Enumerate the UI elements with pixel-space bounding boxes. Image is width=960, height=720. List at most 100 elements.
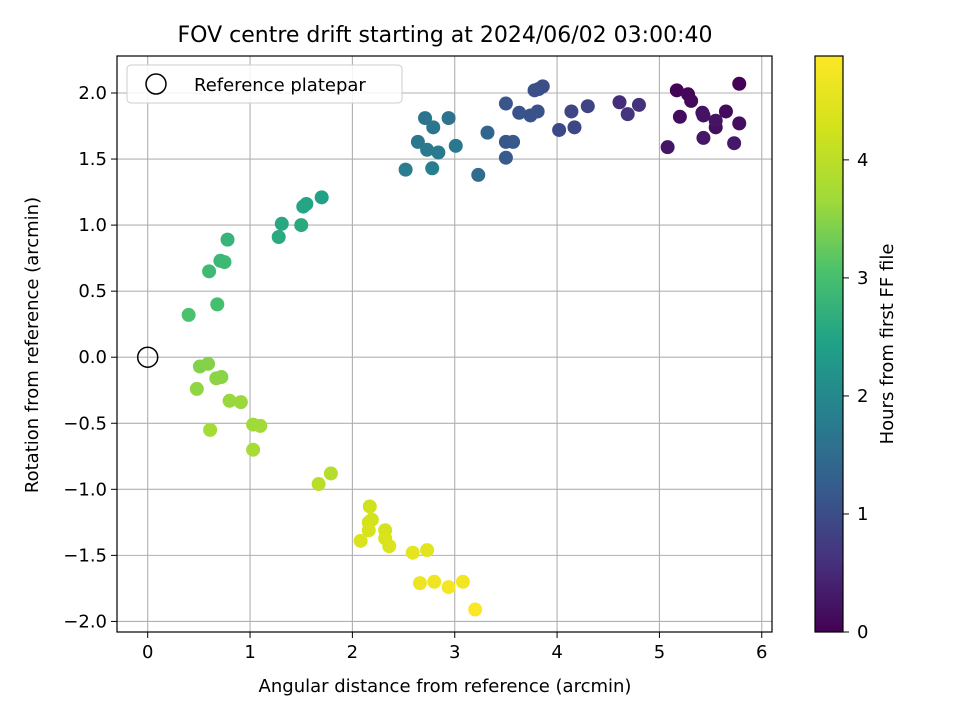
data-point (217, 255, 232, 270)
colorbar-tick-label: 4 (857, 150, 868, 171)
chart-title: FOV centre drift starting at 2024/06/02 … (178, 23, 713, 48)
colorbar-label: Hours from first FF file (877, 244, 898, 445)
data-point (189, 381, 204, 396)
data-point (564, 104, 579, 119)
data-point (441, 580, 456, 595)
colorbar-tick-label: 3 (857, 268, 868, 289)
data-point (412, 576, 427, 591)
data-point (362, 499, 377, 514)
data-point (441, 111, 456, 126)
data-point (471, 167, 486, 182)
y-tick-label: 2.0 (78, 83, 107, 104)
data-point (426, 120, 441, 135)
x-axis-label: Angular distance from reference (arcmin) (259, 676, 632, 697)
data-point (732, 116, 747, 131)
data-point (233, 395, 248, 410)
data-point (552, 122, 567, 137)
data-point (202, 264, 217, 279)
y-tick-label: 0.0 (78, 347, 107, 368)
data-point (672, 109, 687, 124)
data-point (209, 371, 224, 386)
colorbar-tick-label: 0 (857, 622, 868, 643)
data-point (398, 162, 413, 177)
legend-label: Reference platepar (194, 75, 366, 96)
y-axis-ticks: −2.0 −1.5 −1.0 −0.5 0.0 0.5 1.0 1.5 2.0 (63, 83, 117, 632)
data-point (311, 477, 326, 492)
x-tick-label: 4 (551, 642, 562, 663)
data-point (181, 307, 196, 322)
data-point (420, 543, 435, 558)
data-point (523, 108, 538, 123)
data-point (220, 232, 235, 247)
data-point (296, 199, 311, 214)
data-point (323, 466, 338, 481)
y-axis-label: Rotation from reference (arcmin) (22, 197, 43, 493)
data-point (420, 142, 435, 157)
data-point (732, 76, 747, 91)
colorbar-tick-label: 2 (857, 386, 868, 407)
data-point (271, 229, 286, 244)
x-tick-label: 0 (142, 642, 153, 663)
data-point (210, 297, 225, 312)
y-tick-label: −1.0 (63, 479, 107, 500)
x-tick-label: 1 (244, 642, 255, 663)
data-point (294, 218, 309, 233)
data-point (410, 134, 425, 149)
data-points (181, 76, 747, 617)
data-point (418, 111, 433, 126)
plot-frame (116, 55, 773, 633)
data-point (620, 107, 635, 122)
data-point (718, 104, 733, 119)
colorbar (814, 55, 844, 633)
legend-box (126, 64, 403, 104)
data-point (448, 138, 463, 153)
data-point (203, 422, 218, 437)
data-point (201, 356, 216, 371)
data-point (684, 93, 699, 108)
x-axis-ticks: 0 1 2 3 4 5 6 (142, 632, 767, 663)
data-point (361, 523, 376, 538)
data-point (612, 95, 627, 110)
x-tick-label: 6 (756, 642, 767, 663)
data-point (580, 99, 595, 114)
grid-lines (117, 56, 772, 632)
data-point (696, 130, 711, 145)
legend-marker (145, 73, 167, 95)
data-point (427, 574, 442, 589)
data-point (246, 442, 261, 457)
data-point (512, 105, 527, 120)
data-point (431, 145, 446, 160)
data-point (567, 120, 582, 135)
data-point (660, 140, 675, 155)
data-point (353, 533, 368, 548)
data-point (314, 190, 329, 205)
data-point (222, 393, 237, 408)
data-point (498, 150, 513, 165)
data-point (274, 216, 289, 231)
y-tick-label: −2.0 (63, 611, 107, 632)
colorbar-ticks: 0 1 2 3 4 (843, 150, 868, 643)
legend: Reference platepar (126, 64, 403, 104)
colorbar-tick-label: 1 (857, 504, 868, 525)
x-tick-label: 3 (449, 642, 460, 663)
data-point (480, 125, 495, 140)
data-point (708, 113, 723, 128)
data-point (631, 97, 646, 112)
x-tick-label: 2 (347, 642, 358, 663)
data-point (696, 108, 711, 123)
data-point (455, 574, 470, 589)
data-point (253, 418, 268, 433)
data-point (506, 134, 521, 149)
y-tick-label: −0.5 (63, 413, 107, 434)
data-point (727, 136, 742, 151)
x-tick-label: 5 (654, 642, 665, 663)
data-point (527, 83, 542, 98)
data-point (425, 161, 440, 176)
y-tick-label: 1.5 (78, 149, 107, 170)
data-point (382, 539, 397, 554)
data-point (405, 545, 420, 560)
y-tick-label: 1.0 (78, 215, 107, 236)
data-point (669, 83, 684, 98)
data-point (498, 96, 513, 111)
